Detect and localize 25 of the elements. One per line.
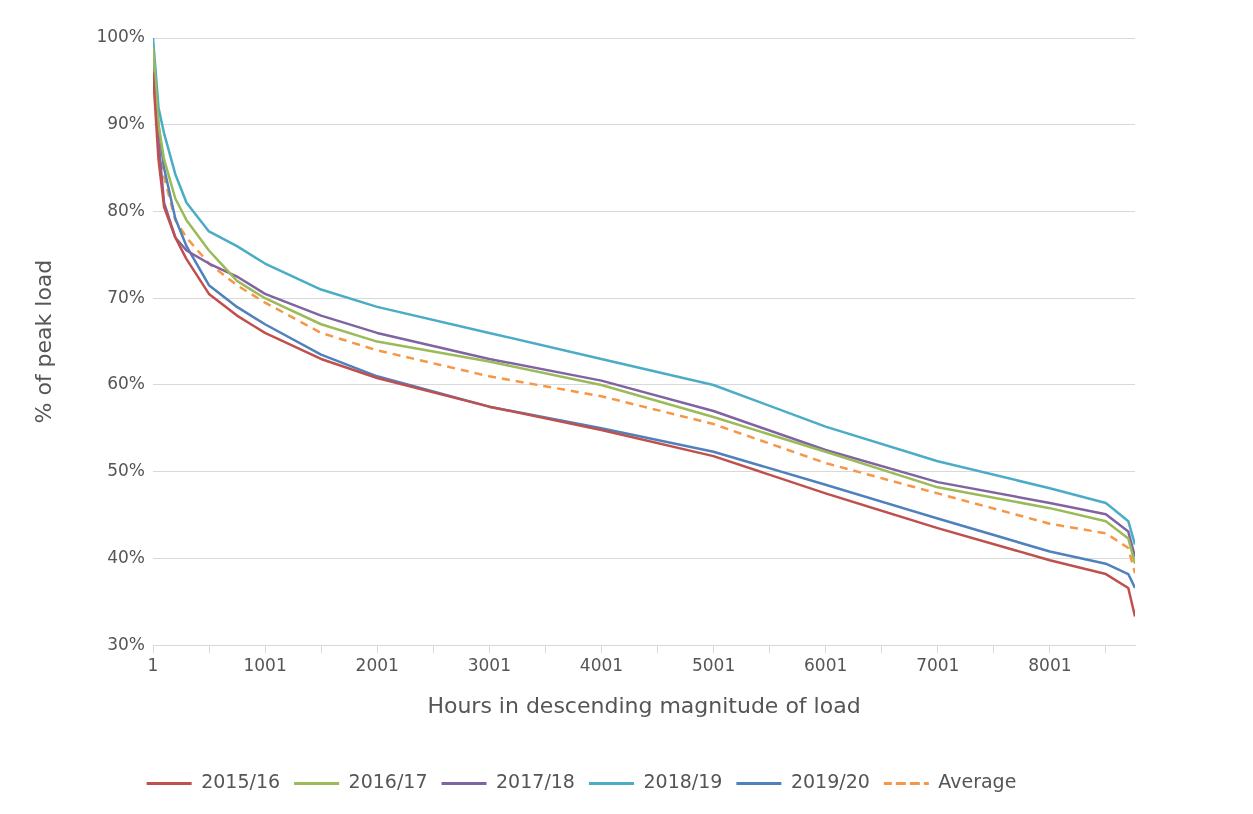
y-tick-label: 60% xyxy=(107,373,145,394)
y-tick-label: 40% xyxy=(107,546,145,567)
legend-label: 2018/19 xyxy=(643,770,723,793)
y-tick-label: 100% xyxy=(96,26,145,47)
x-axis-title: Hours in descending magnitude of load xyxy=(427,692,861,718)
y-tick-label: 80% xyxy=(107,199,145,220)
legend-label: 2015/16 xyxy=(201,770,281,793)
x-tick-label: 1 xyxy=(147,654,159,675)
x-tick-label: 7001 xyxy=(916,654,960,675)
y-tick-label: 50% xyxy=(107,460,145,481)
x-tick-label: 6001 xyxy=(804,654,848,675)
y-tick-label: 70% xyxy=(107,286,145,307)
legend-label: 2019/20 xyxy=(790,770,870,793)
x-tick-label: 3001 xyxy=(467,654,511,675)
y-axis-title: % of peak load xyxy=(30,259,56,424)
legend-label: Average xyxy=(938,770,1017,793)
y-tick-label: 90% xyxy=(107,113,145,134)
y-tick-label: 30% xyxy=(107,633,145,654)
x-tick-label: 1001 xyxy=(243,654,287,675)
x-tick-label: 8001 xyxy=(1028,654,1072,675)
x-tick-label: 4001 xyxy=(579,654,624,675)
x-tick-label: 2001 xyxy=(355,654,399,675)
x-tick-label: 5001 xyxy=(691,654,736,675)
legend-label: 2016/17 xyxy=(348,770,428,793)
legend-label: 2017/18 xyxy=(496,770,575,793)
